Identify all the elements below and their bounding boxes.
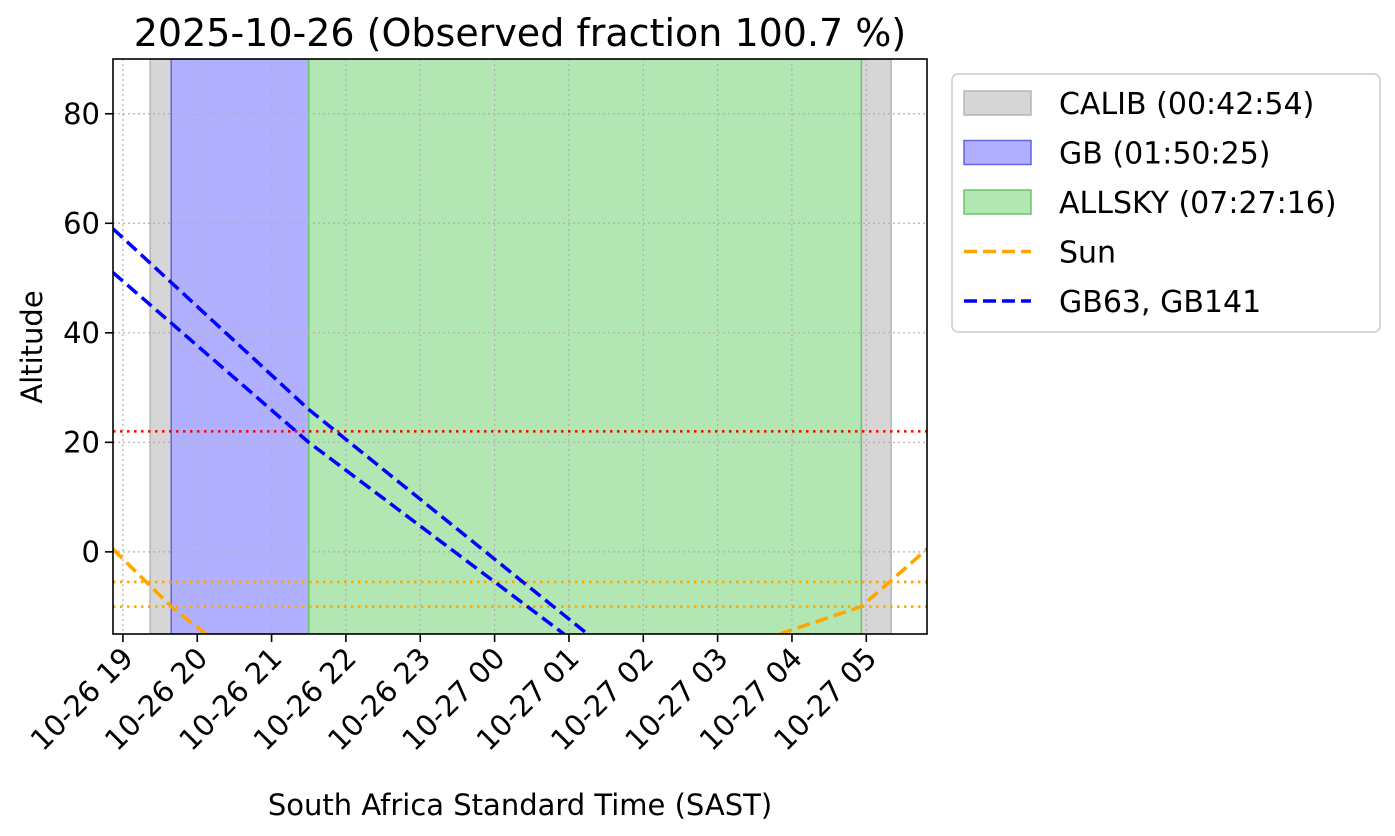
legend: CALIB (00:42:54) GB (01:50:25) ALLSKY (07:… (951, 73, 1381, 333)
series-line-gb63 (113, 227, 589, 634)
legend-label: Sun (1059, 236, 1116, 271)
y-tick-label: 40 (63, 316, 100, 350)
legend-label: CALIB (00:42:54) (1059, 87, 1314, 122)
legend-box (951, 73, 1381, 333)
series-line-sun (779, 547, 927, 634)
legend-swatch (963, 139, 1032, 166)
x-axis-label: South Africa Standard Time (SAST) (268, 788, 772, 822)
series-line-sun (113, 547, 208, 634)
y-tick-label: 0 (82, 535, 100, 569)
y-tick-label: 60 (63, 206, 100, 240)
y-tick-label: 20 (63, 425, 100, 459)
y-axis: 0 20 40 60 80 (63, 97, 113, 569)
series-line-gb63 (113, 271, 566, 634)
plot-inner (113, 59, 927, 634)
band-allsky (308, 59, 863, 634)
legend-label: ALLSKY (07:27:16) (1059, 186, 1337, 221)
plot-area (112, 58, 928, 635)
legend-label: GB63, GB141 (1059, 285, 1261, 320)
legend-swatch (963, 90, 1032, 116)
y-axis-label: Altitude (15, 290, 49, 403)
axes-frame (112, 58, 928, 635)
legend-label: GB (01:50:25) (1059, 137, 1271, 172)
legend-swatch (963, 189, 1032, 215)
chart-title: 2025-10-26 (Observed fraction 100.7 %) (134, 11, 907, 55)
band-calib (149, 59, 172, 634)
y-tick-label: 80 (63, 97, 100, 131)
